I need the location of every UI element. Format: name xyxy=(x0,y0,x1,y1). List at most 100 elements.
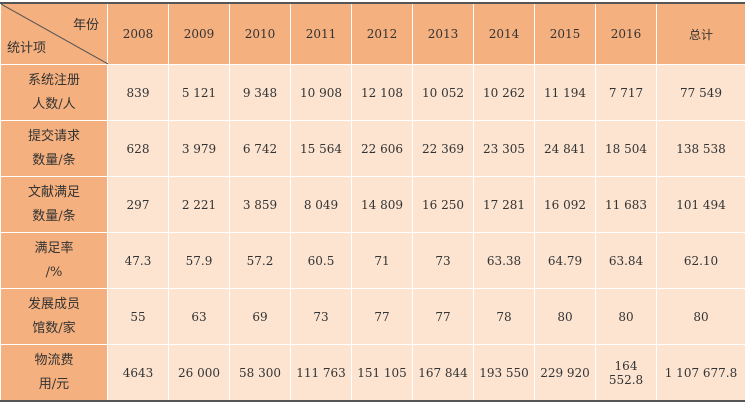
cell: 63.84 xyxy=(596,233,657,289)
row-label: 文献满足数量/条 xyxy=(1,177,108,233)
corner-bottom: 统计项 xyxy=(7,37,46,56)
cell: 80 xyxy=(535,289,596,345)
cell: 78 xyxy=(474,289,535,345)
cell: 63.38 xyxy=(474,233,535,289)
row-label-line: 系统注册 xyxy=(1,69,107,93)
column-header: 2012 xyxy=(352,3,413,65)
cell: 77 xyxy=(352,289,413,345)
cell: 22 606 xyxy=(352,121,413,177)
cell: 1 107 677.8 xyxy=(657,345,745,402)
cell: 77 549 xyxy=(657,65,745,121)
cell: 47.3 xyxy=(108,233,169,289)
cell: 10 262 xyxy=(474,65,535,121)
column-header: 2010 xyxy=(230,3,291,65)
row-label-line: 人数/人 xyxy=(1,93,107,117)
row-label-line: 文献满足 xyxy=(1,181,107,205)
cell: 3 979 xyxy=(169,121,230,177)
cell: 6 742 xyxy=(230,121,291,177)
cell: 229 920 xyxy=(535,345,596,402)
column-header: 2009 xyxy=(169,3,230,65)
cell: 5 121 xyxy=(169,65,230,121)
row-label: 发展成员馆数/家 xyxy=(1,289,108,345)
column-header: 2015 xyxy=(535,3,596,65)
row-label-line: 满足率 xyxy=(1,237,107,261)
cell: 11 683 xyxy=(596,177,657,233)
cell: 62.10 xyxy=(657,233,745,289)
cell: 2 221 xyxy=(169,177,230,233)
cell: 12 108 xyxy=(352,65,413,121)
row-label-line: 物流费 xyxy=(1,349,107,373)
cell: 151 105 xyxy=(352,345,413,402)
cell: 9 348 xyxy=(230,65,291,121)
cell: 64.79 xyxy=(535,233,596,289)
cell: 7 717 xyxy=(596,65,657,121)
cell: 15 564 xyxy=(291,121,352,177)
cell: 63 xyxy=(169,289,230,345)
cell: 11 194 xyxy=(535,65,596,121)
cell: 193 550 xyxy=(474,345,535,402)
cell: 69 xyxy=(230,289,291,345)
cell: 77 xyxy=(413,289,474,345)
row-label: 满足率/% xyxy=(1,233,108,289)
row-label: 提交请求数量/条 xyxy=(1,121,108,177)
cell: 71 xyxy=(352,233,413,289)
column-header: 总计 xyxy=(657,3,745,65)
cell: 55 xyxy=(108,289,169,345)
corner-top: 年份 xyxy=(73,14,99,33)
cell: 16 092 xyxy=(535,177,596,233)
cell: 4643 xyxy=(108,345,169,402)
cell: 24 841 xyxy=(535,121,596,177)
cell: 10 052 xyxy=(413,65,474,121)
row-label-line: 发展成员 xyxy=(1,293,107,317)
cell: 23 305 xyxy=(474,121,535,177)
cell: 57.2 xyxy=(230,233,291,289)
cell: 60.5 xyxy=(291,233,352,289)
cell: 167 844 xyxy=(413,345,474,402)
cell: 8 049 xyxy=(291,177,352,233)
cell: 164 552.8 xyxy=(596,345,657,402)
cell: 297 xyxy=(108,177,169,233)
column-header: 2011 xyxy=(291,3,352,65)
row-label: 系统注册人数/人 xyxy=(1,65,108,121)
cell: 3 859 xyxy=(230,177,291,233)
cell: 839 xyxy=(108,65,169,121)
cell: 628 xyxy=(108,121,169,177)
cell: 111 763 xyxy=(291,345,352,402)
cell: 17 281 xyxy=(474,177,535,233)
cell: 73 xyxy=(291,289,352,345)
cell: 80 xyxy=(657,289,745,345)
row-label-line: 馆数/家 xyxy=(1,317,107,341)
cell: 16 250 xyxy=(413,177,474,233)
cell: 57.9 xyxy=(169,233,230,289)
row-label-line: 数量/条 xyxy=(1,205,107,229)
row-label: 物流费用/元 xyxy=(1,345,108,402)
cell: 138 538 xyxy=(657,121,745,177)
row-label-line: /% xyxy=(1,261,107,285)
corner-cell: 年份 统计项 xyxy=(1,3,108,65)
row-label-line: 提交请求 xyxy=(1,125,107,149)
column-header: 2013 xyxy=(413,3,474,65)
cell: 22 369 xyxy=(413,121,474,177)
cell: 26 000 xyxy=(169,345,230,402)
cell: 10 908 xyxy=(291,65,352,121)
cell: 101 494 xyxy=(657,177,745,233)
cell: 18 504 xyxy=(596,121,657,177)
row-label-line: 用/元 xyxy=(1,373,107,397)
cell: 73 xyxy=(413,233,474,289)
row-label-line: 数量/条 xyxy=(1,149,107,173)
cell: 14 809 xyxy=(352,177,413,233)
column-header: 2014 xyxy=(474,3,535,65)
cell: 80 xyxy=(596,289,657,345)
column-header: 2016 xyxy=(596,3,657,65)
cell: 58 300 xyxy=(230,345,291,402)
